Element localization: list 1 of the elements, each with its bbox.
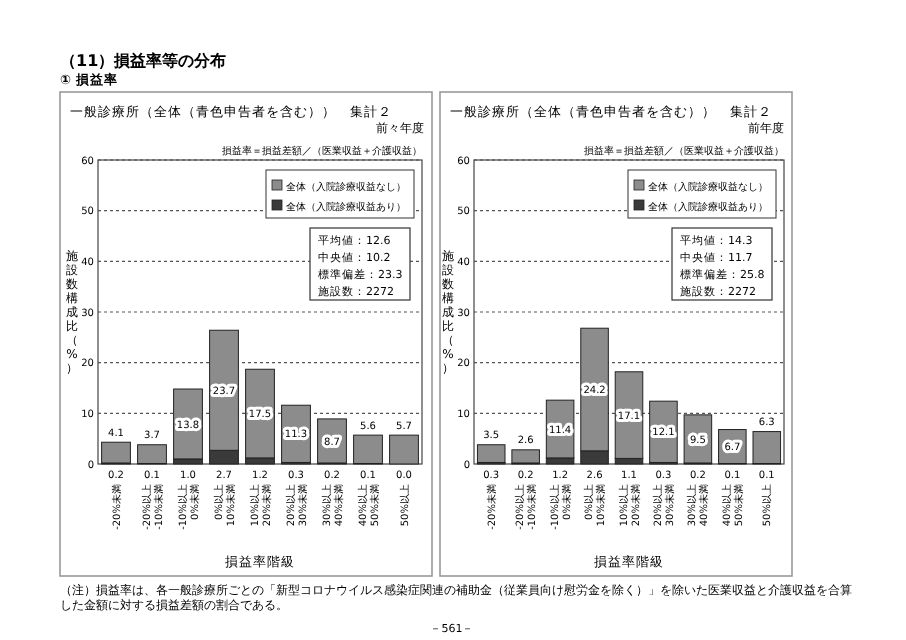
text: （11）損益率等の分布 xyxy=(60,50,227,70)
